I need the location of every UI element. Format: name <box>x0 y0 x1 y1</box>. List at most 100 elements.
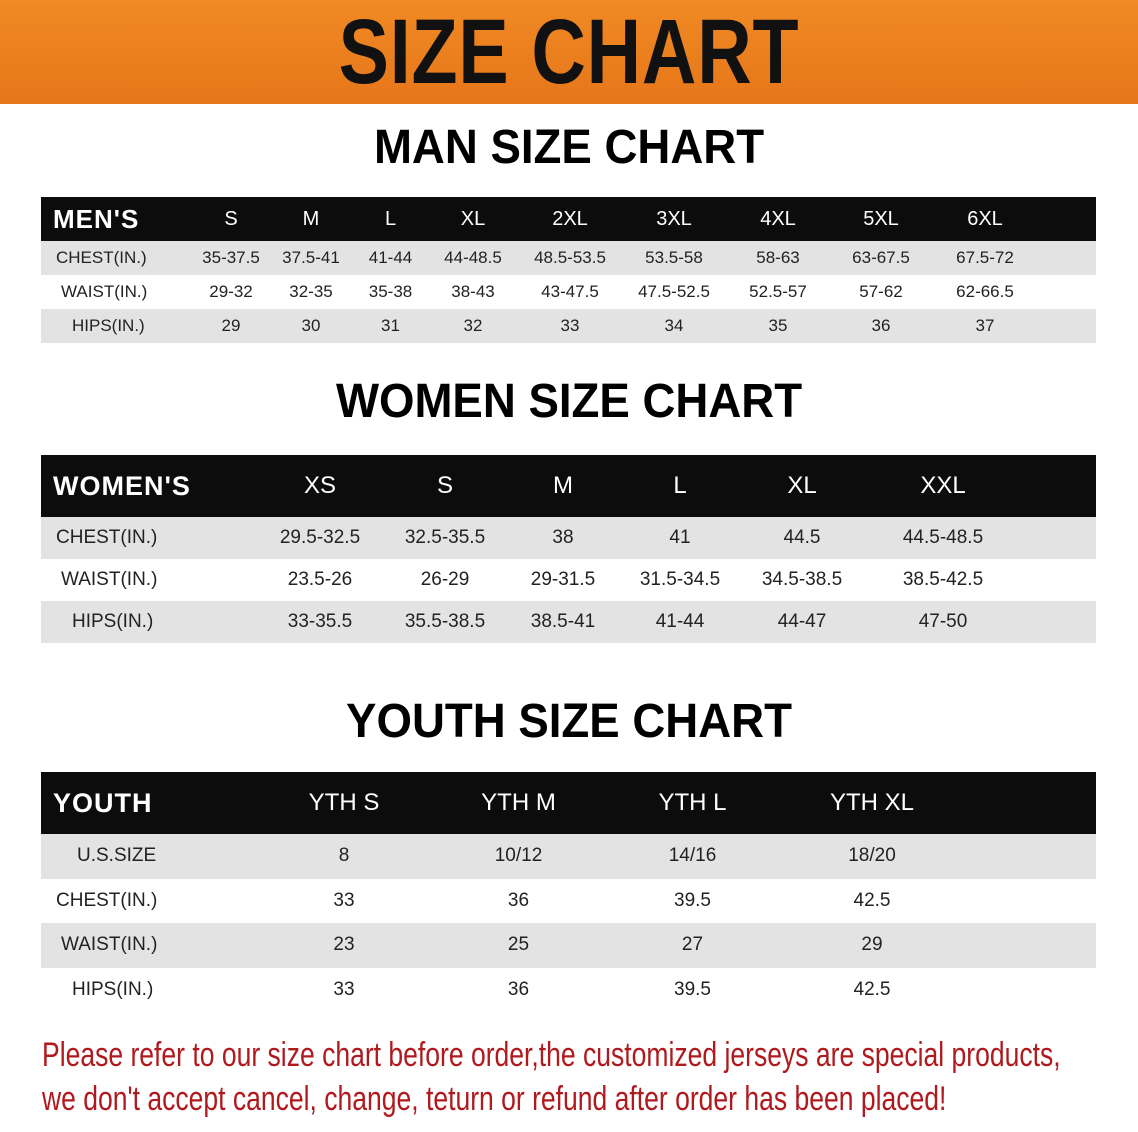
measurement-value: 23.5-26 <box>287 569 353 590</box>
measurement-value: 39.5 <box>674 978 711 1000</box>
size-header: 6XL <box>967 207 1003 230</box>
table-row: HIPS(IN.) 33 36 39.5 42.5 <box>41 967 1096 1012</box>
size-header: S <box>436 472 453 499</box>
table-row: HIPS(IN.) 29 30 31 32 33 34 35 36 37 <box>41 309 1096 343</box>
measurement-value: 67.5-72 <box>956 248 1014 267</box>
measurement-value: 52.5-57 <box>749 282 807 301</box>
measurement-value: 35-37.5 <box>202 248 260 267</box>
measurement-value: 25 <box>507 934 530 956</box>
measurement-value: 14/16 <box>668 845 717 867</box>
size-header: YTH XL <box>829 789 915 816</box>
measurement-value: 43-47.5 <box>541 282 599 301</box>
table-header-label: YOUTH <box>53 787 153 818</box>
size-header: XL <box>787 472 817 499</box>
table-row: HIPS(IN.) 33-35.5 35.5-38.5 38.5-41 41-44 44-… <box>41 601 1096 643</box>
measurement-value: 27 <box>681 934 704 956</box>
table-row: CHEST(IN.) 35-37.5 37.5-41 41-44 44-48.5 48.5… <box>41 241 1096 275</box>
measurement-value: 31.5-34.5 <box>639 569 721 590</box>
measurement-value: 47.5-52.5 <box>638 282 710 301</box>
measurement-value: 30 <box>301 316 321 335</box>
measurement-value: 36 <box>507 978 530 1000</box>
measurement-value: 44-48.5 <box>444 248 502 267</box>
measurement-label: HIPS(IN.) <box>72 611 154 632</box>
size-header: XL <box>460 207 486 230</box>
measurement-value: 32.5-35.5 <box>404 527 486 548</box>
measurement-value: 33-35.5 <box>287 611 353 632</box>
size-header: 4XL <box>760 207 796 230</box>
measurement-value: 35.5-38.5 <box>404 611 486 632</box>
measurement-value: 44-47 <box>777 611 827 632</box>
measurement-value: 26-29 <box>420 569 470 590</box>
measurement-value: 42.5 <box>853 889 891 911</box>
measurement-value: 41 <box>669 527 691 548</box>
page-title: SIZE CHART <box>338 1 800 103</box>
measurement-label: HIPS(IN.) <box>72 978 154 1000</box>
table-header-label: WOMEN'S <box>53 470 191 501</box>
measurement-value: 36 <box>507 889 530 911</box>
measurement-value: 29-32 <box>209 282 253 301</box>
table-row: WAIST(IN.) 23 25 27 29 <box>41 923 1096 968</box>
measurement-value: 63-67.5 <box>852 248 910 267</box>
measurement-value: 18/20 <box>848 845 896 867</box>
measurement-value: 41-44 <box>368 248 413 267</box>
measurement-value: 29.5-32.5 <box>279 527 361 548</box>
measurement-value: 23 <box>333 934 355 956</box>
measurement-label: WAIST(IN.) <box>61 282 148 301</box>
measurement-value: 38-43 <box>451 282 495 301</box>
measurement-value: 53.5-58 <box>645 248 703 267</box>
men-size-table: MEN'S S M L XL 2XL 3XL 4XL 5XL 6XL CHEST(IN.) 35-37… <box>41 197 1096 343</box>
measurement-value: 57-62 <box>859 282 903 301</box>
measurement-value: 47-50 <box>918 611 968 632</box>
measurement-value: 33 <box>333 889 355 911</box>
measurement-value: 37.5-41 <box>282 248 340 267</box>
table-row: U.S.SIZE 8 10/12 14/16 18/20 <box>41 834 1096 879</box>
table-row: CHEST(IN.) 33 36 39.5 42.5 <box>41 878 1096 923</box>
size-header: L <box>673 472 687 499</box>
women-size-table: WOMEN'S XS S M L XL XXL CHEST(IN.) 29.5-32.5 32.5… <box>41 455 1096 643</box>
disclaimer-line-1: Please refer to our size chart before or… <box>42 1036 1061 1074</box>
disclaimer-line-2: we don't accept cancel, change, teturn o… <box>42 1080 947 1118</box>
measurement-value: 29-31.5 <box>530 569 596 590</box>
size-header: XXL <box>920 472 966 499</box>
measurement-value: 29 <box>861 934 883 956</box>
table-header-label: MEN'S <box>53 203 140 234</box>
measurement-value: 32 <box>463 316 483 335</box>
measurement-label: U.S.SIZE <box>77 845 157 867</box>
size-header: 2XL <box>552 207 588 230</box>
measurement-label: WAIST(IN.) <box>61 569 158 590</box>
measurement-value: 34 <box>664 316 684 335</box>
measurement-value: 38.5-42.5 <box>902 569 984 590</box>
table-row: WAIST(IN.) 29-32 32-35 35-38 38-43 43-47.5 47.… <box>41 275 1096 309</box>
size-header: M <box>302 207 320 230</box>
men-section-title: MAN SIZE CHART <box>373 121 765 174</box>
measurement-label: WAIST(IN.) <box>61 934 158 956</box>
youth-section-title: YOUTH SIZE CHART <box>346 695 792 748</box>
youth-header-row: YOUTH YTH S YTH M YTH L YTH XL <box>41 772 1096 834</box>
measurement-value: 31 <box>381 316 400 335</box>
size-header: YTH L <box>658 789 727 816</box>
measurement-value: 44.5 <box>783 527 821 548</box>
measurement-value: 36 <box>871 316 891 335</box>
table-row: CHEST(IN.) 29.5-32.5 32.5-35.5 38 41 44.5 44.5… <box>41 517 1096 559</box>
size-header: S <box>224 207 238 230</box>
women-section-title: WOMEN SIZE CHART <box>335 375 803 428</box>
table-row: WAIST(IN.) 23.5-26 26-29 29-31.5 31.5-34.5 34… <box>41 559 1096 601</box>
measurement-value: 34.5-38.5 <box>761 569 843 590</box>
size-chart-banner: SIZE CHART <box>0 0 1138 104</box>
measurement-value: 35 <box>768 316 788 335</box>
size-header: 3XL <box>656 207 692 230</box>
measurement-value: 10/12 <box>494 845 543 867</box>
measurement-value: 37 <box>975 316 995 335</box>
measurement-value: 42.5 <box>853 978 891 1000</box>
youth-size-table: YOUTH YTH S YTH M YTH L YTH XL U.S.SIZE 8 10/12… <box>41 772 1096 1012</box>
size-header: XS <box>303 472 336 499</box>
measurement-value: 38 <box>552 527 574 548</box>
size-header: 5XL <box>863 207 899 230</box>
measurement-value: 38.5-41 <box>530 611 596 632</box>
measurement-value: 35-38 <box>368 282 413 301</box>
measurement-value: 29 <box>221 316 241 335</box>
measurement-value: 48.5-53.5 <box>534 248 606 267</box>
measurement-value: 41-44 <box>655 611 705 632</box>
measurement-value: 58-63 <box>756 248 800 267</box>
measurement-value: 8 <box>338 845 350 867</box>
